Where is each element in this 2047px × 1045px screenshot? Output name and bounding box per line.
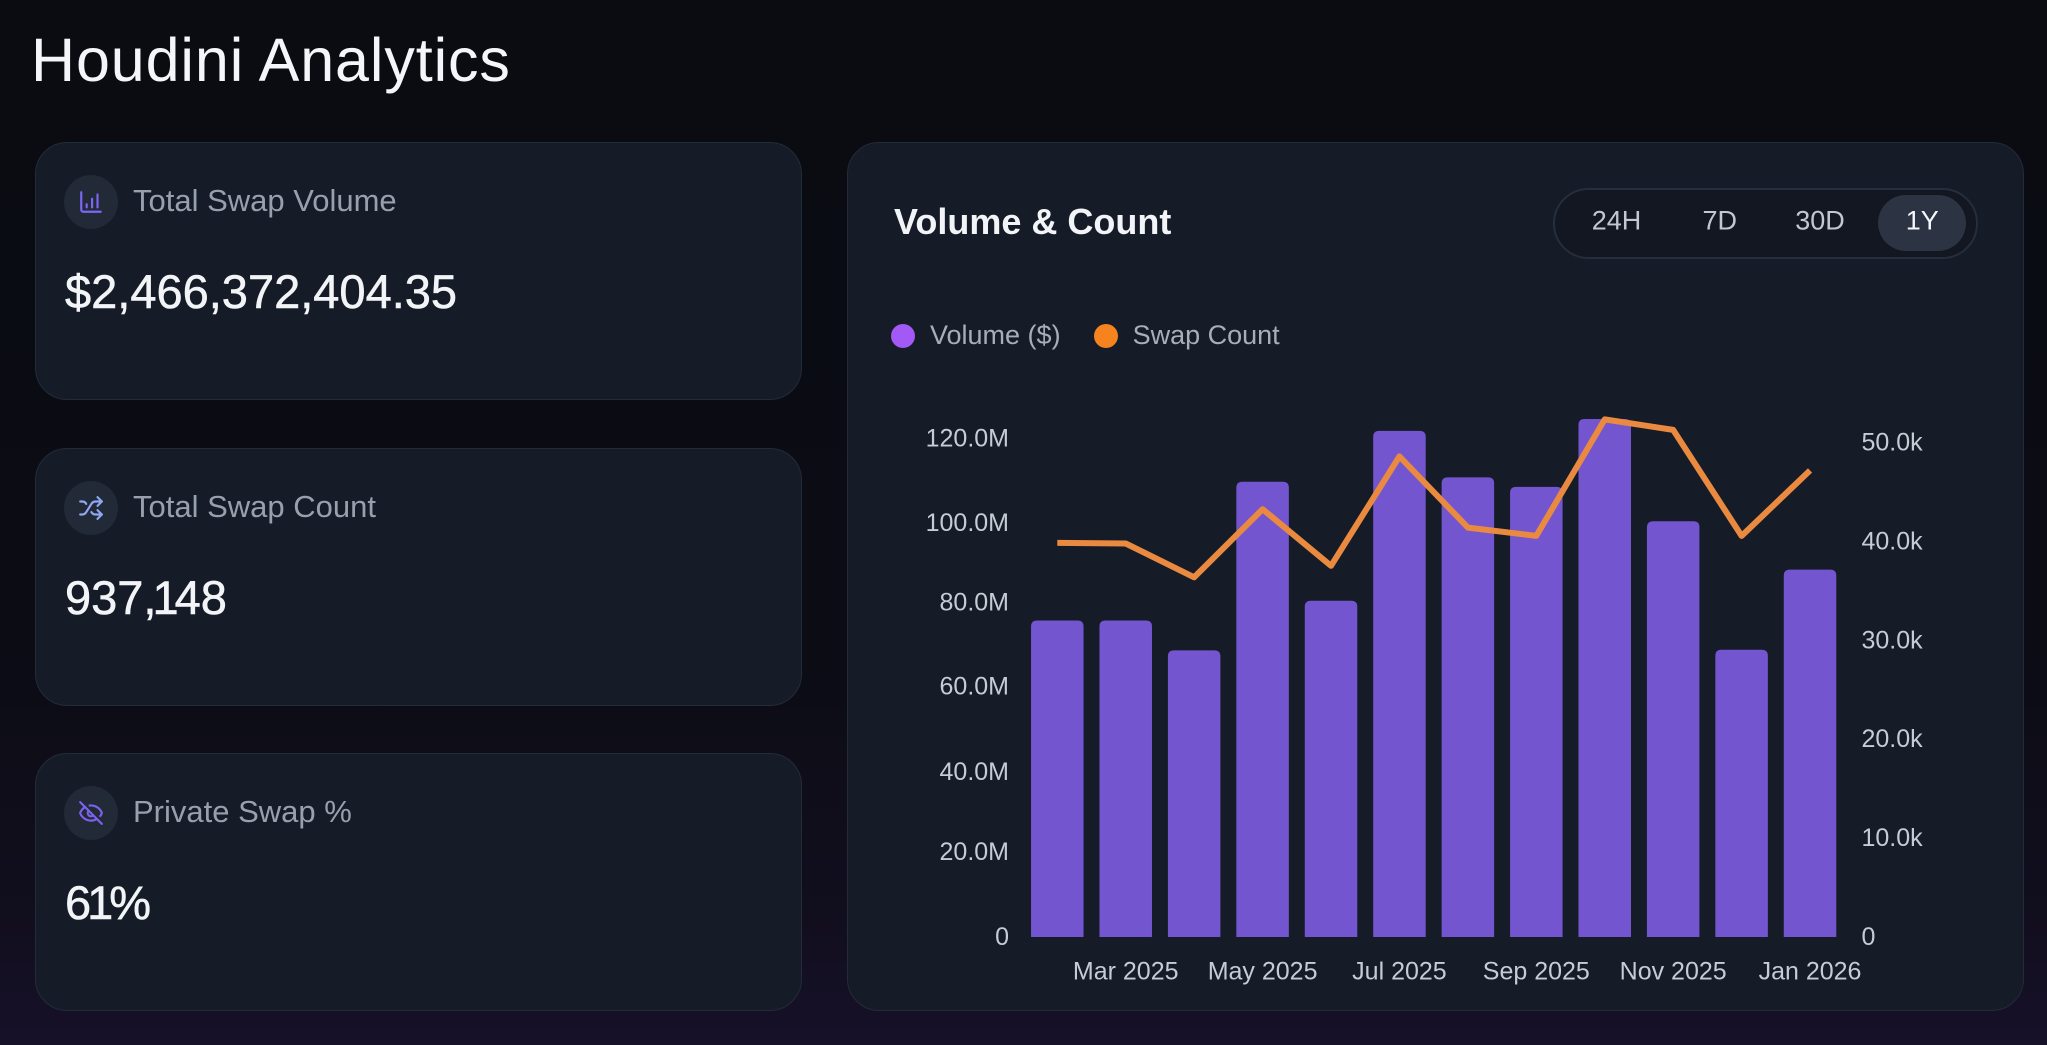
svg-text:Jan 2026: Jan 2026 xyxy=(1759,957,1862,985)
svg-text:0: 0 xyxy=(995,922,1009,950)
svg-text:Mar 2025: Mar 2025 xyxy=(1073,957,1179,985)
svg-text:80.0M: 80.0M xyxy=(940,588,1009,616)
svg-text:40.0k: 40.0k xyxy=(1862,527,1924,555)
svg-text:May 2025: May 2025 xyxy=(1208,957,1318,985)
svg-text:20.0k: 20.0k xyxy=(1862,725,1924,753)
svg-text:100.0M: 100.0M xyxy=(926,509,1009,537)
svg-text:0: 0 xyxy=(1862,922,1876,950)
svg-text:60.0M: 60.0M xyxy=(940,672,1009,700)
svg-text:Nov 2025: Nov 2025 xyxy=(1620,957,1727,985)
svg-text:30.0k: 30.0k xyxy=(1862,626,1924,654)
svg-text:10.0k: 10.0k xyxy=(1862,824,1924,852)
svg-text:Sep 2025: Sep 2025 xyxy=(1483,957,1590,985)
svg-text:20.0M: 20.0M xyxy=(940,838,1009,866)
svg-text:120.0M: 120.0M xyxy=(926,424,1009,452)
svg-text:Jul 2025: Jul 2025 xyxy=(1352,957,1447,985)
svg-text:40.0M: 40.0M xyxy=(940,758,1009,786)
svg-text:50.0k: 50.0k xyxy=(1862,428,1924,456)
